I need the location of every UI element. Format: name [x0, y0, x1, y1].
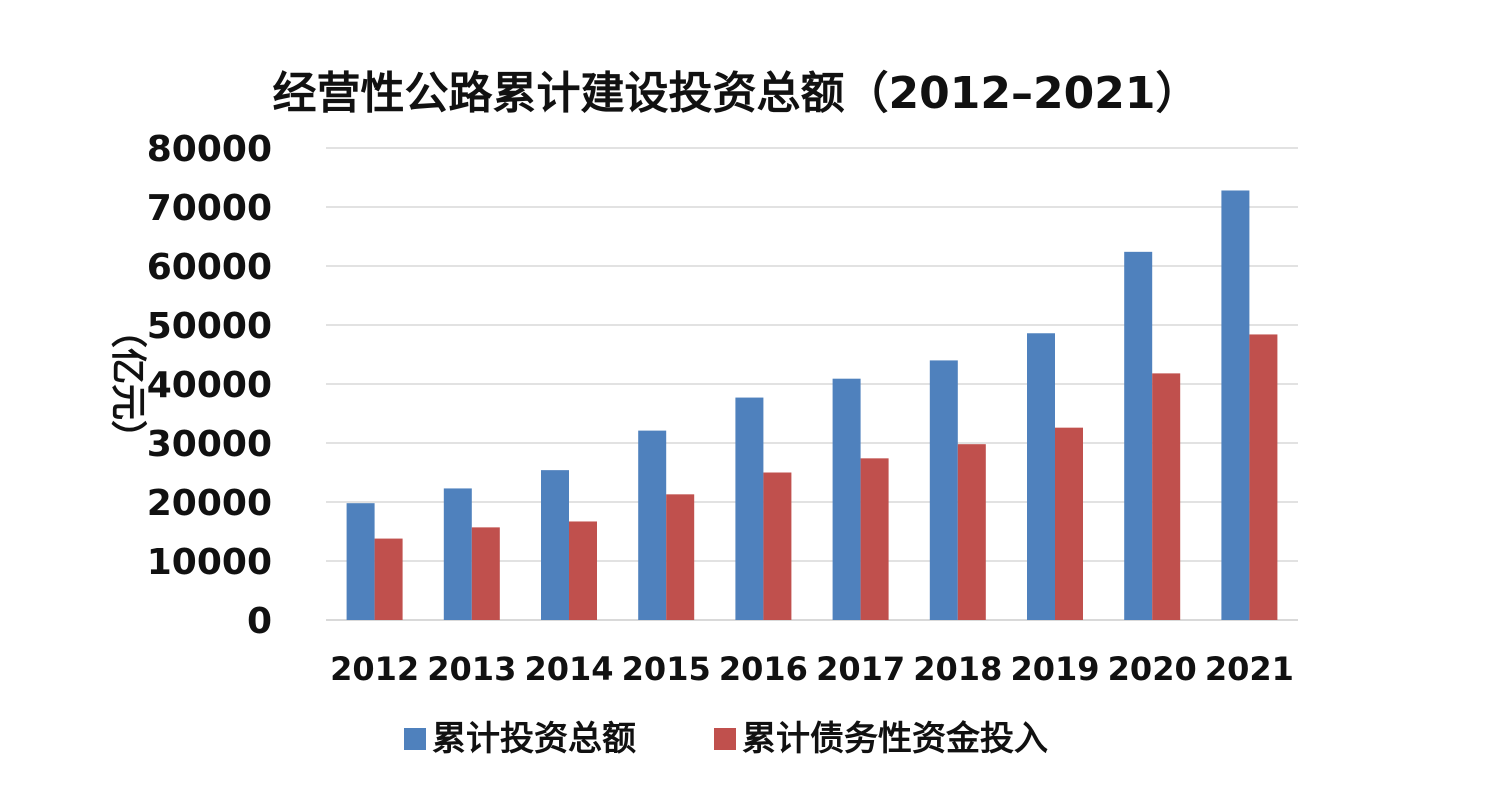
bar-debt-funding-2020: [1152, 373, 1181, 620]
legend-swatch-total-investment: [404, 728, 426, 750]
x-tick-label: 2015: [622, 650, 711, 688]
bar-debt-funding-2016: [763, 472, 792, 620]
y-tick-label: 30000: [147, 424, 272, 465]
legend-label-total-investment: 累计投资总额: [432, 719, 636, 759]
chart-title: 经营性公路累计建设投资总额（2012–2021）: [273, 68, 1200, 119]
x-tick-label: 2018: [913, 650, 1002, 688]
y-tick-label: 0: [247, 601, 272, 642]
bar-total-investment-2017: [832, 378, 861, 620]
y-tick-label: 40000: [147, 365, 272, 406]
bar-total-investment-2015: [638, 430, 667, 620]
x-tick-label: 2019: [1010, 650, 1099, 688]
x-tick-label: 2014: [524, 650, 613, 688]
bar-debt-funding-2017: [860, 458, 889, 620]
x-tick-label: 2012: [330, 650, 419, 688]
x-tick-label: 2013: [427, 650, 516, 688]
y-tick-label: 10000: [147, 542, 272, 583]
x-tick-label: 2021: [1205, 650, 1294, 688]
bar-debt-funding-2014: [569, 521, 597, 620]
bar-total-investment-2013: [443, 488, 472, 620]
bar-total-investment-2018: [929, 360, 958, 620]
legend-label-debt-funding: 累计债务性资金投入: [742, 719, 1048, 759]
bar-debt-funding-2012: [374, 538, 403, 620]
bar-total-investment-2020: [1124, 251, 1153, 620]
x-tick-label: 2016: [719, 650, 808, 688]
bar-debt-funding-2018: [957, 444, 986, 620]
y-axis-ticks: 0 10000 20000 30000 40000 50000 60000 70000 8000…: [147, 129, 272, 642]
y-axis-label: （亿元）: [107, 312, 148, 456]
y-tick-label: 70000: [147, 188, 272, 229]
legend-swatch-debt-funding: [714, 728, 736, 750]
bar-total-investment-2014: [541, 470, 569, 620]
x-axis-ticks: 2012 2013 2014 2015 2016 2017 2018 2019 2020 2021: [330, 650, 1294, 688]
bar-debt-funding-2013: [471, 527, 500, 620]
legend: 累计投资总额 累计债务性资金投入: [404, 719, 1048, 759]
bar-total-investment-2012: [346, 503, 375, 620]
x-tick-label: 2020: [1108, 650, 1197, 688]
bar-debt-funding-2015: [666, 494, 695, 620]
y-tick-label: 20000: [147, 483, 272, 524]
y-tick-label: 80000: [147, 129, 272, 170]
y-tick-label: 60000: [147, 247, 272, 288]
x-tick-label: 2017: [816, 650, 905, 688]
bar-total-investment-2021: [1221, 190, 1250, 621]
y-tick-label: 50000: [147, 306, 272, 347]
bar-total-investment-2016: [735, 397, 764, 620]
bars: [346, 190, 1278, 621]
bar-total-investment-2019: [1027, 333, 1055, 620]
bar-debt-funding-2021: [1249, 334, 1278, 620]
bar-debt-funding-2019: [1055, 427, 1083, 620]
